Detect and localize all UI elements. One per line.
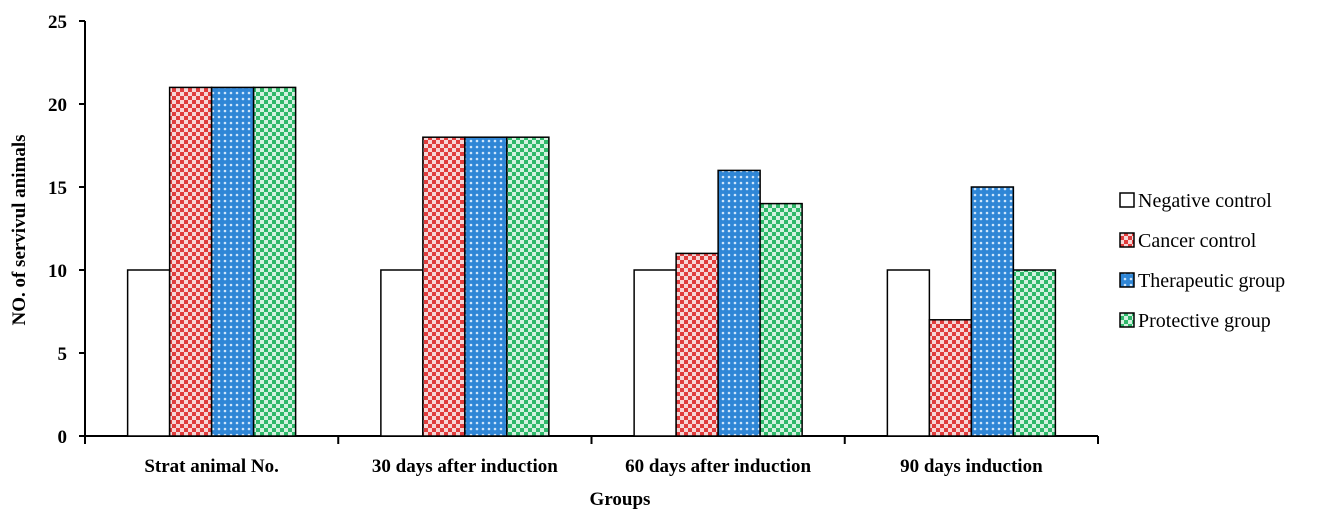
legend: Negative control Cancer control Therapeuti…: [1119, 190, 1285, 332]
x-axis-title: Groups: [590, 489, 651, 510]
bar-protective-group: [1012, 269, 1057, 437]
y-tick-label: 20: [48, 95, 67, 116]
bar-negative-control: [126, 269, 171, 437]
bar-cancer-control: [675, 252, 719, 437]
legend-swatch: [1119, 232, 1135, 248]
bar-cancer-control: [422, 136, 466, 437]
bar-therapeutic-group: [717, 169, 761, 437]
x-tick-label: 30 days after induction: [372, 456, 558, 477]
y-axis-title: NO. of servivul animals: [9, 134, 30, 325]
legend-label: Protective group: [1138, 310, 1271, 332]
legend-label: Cancer control: [1138, 230, 1257, 252]
bar-negative-control: [633, 269, 677, 437]
bar-therapeutic-group: [210, 86, 255, 437]
bar-protective-group: [506, 136, 550, 437]
legend-swatch: [1119, 192, 1135, 208]
bar-protective-group: [759, 202, 803, 437]
y-tick-label: 10: [48, 261, 67, 282]
bar-cancer-control: [168, 86, 213, 437]
bar-negative-control: [380, 269, 424, 437]
y-tick-label: 15: [48, 178, 67, 199]
x-tick-label: Strat animal No.: [144, 456, 279, 477]
x-tick-label: 90 days induction: [900, 456, 1043, 477]
y-tick-label: 0: [58, 427, 68, 448]
legend-swatch: [1119, 312, 1135, 328]
y-tick-label: 25: [48, 12, 67, 33]
x-tick-label: 60 days after induction: [625, 456, 811, 477]
y-tick-label: 5: [58, 344, 68, 365]
bar-protective-group: [252, 86, 297, 437]
plot-area: 0 5 10 15 20 25 Strat animal No. 30 days after …: [48, 12, 1099, 477]
legend-label: Therapeutic group: [1138, 270, 1285, 292]
bar-therapeutic-group: [970, 186, 1015, 437]
legend-swatch: [1119, 272, 1135, 288]
bar-therapeutic-group: [464, 136, 508, 437]
bar-negative-control: [886, 269, 931, 437]
legend-label: Negative control: [1138, 190, 1272, 212]
bar-cancer-control: [928, 319, 973, 437]
